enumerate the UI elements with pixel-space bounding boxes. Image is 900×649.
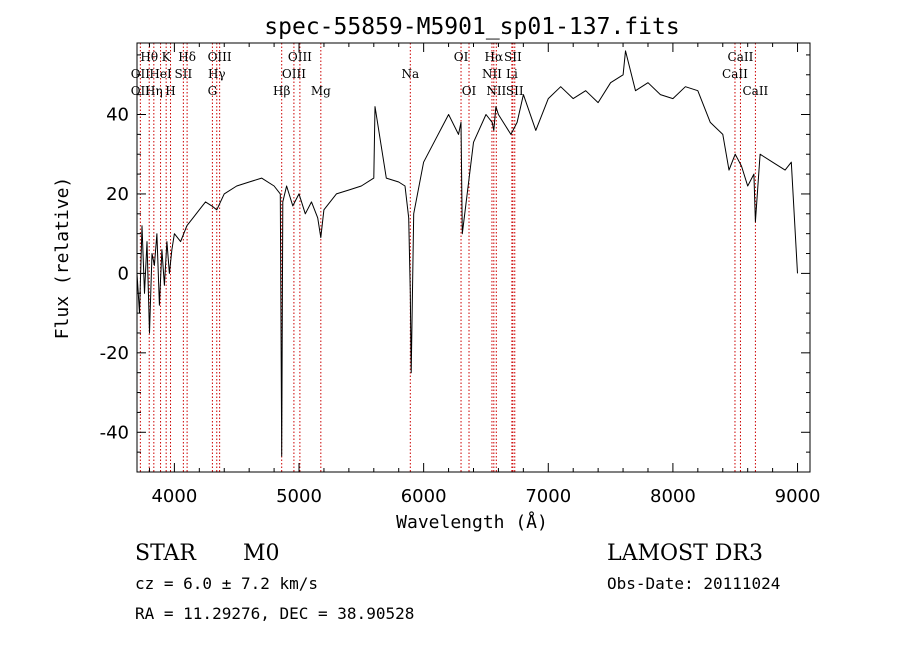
- line-label-8: SII: [175, 67, 193, 81]
- line-label-6: H: [165, 84, 175, 98]
- x-tick-label-0: 4000: [151, 486, 197, 507]
- line-markers: [139, 43, 756, 472]
- line-label-1: OII: [131, 67, 151, 81]
- survey-name: LAMOST DR3: [607, 541, 763, 566]
- line-label-13: OIII: [288, 50, 312, 64]
- line-label-22: SII: [504, 50, 522, 64]
- y-axis-ticks: -40 -20 0 20 40: [100, 54, 810, 473]
- line-label-17: OI: [454, 50, 469, 64]
- x-axis-ticks: 4000 5000 6000 7000 8000 9000: [148, 43, 821, 507]
- line-label-9: OIII: [208, 50, 232, 64]
- x-axis-label: Wavelength (Å): [396, 511, 548, 533]
- line-label-25: CaII: [728, 50, 754, 64]
- line-label-7: Hδ: [178, 50, 196, 64]
- y-tick-label-3: 20: [106, 184, 129, 205]
- x-tick-label-2: 6000: [401, 486, 447, 507]
- object-subclass: M0: [243, 541, 280, 566]
- spectrum-series: [136, 50, 798, 457]
- chart-title: spec-55859-M5901_sp01-137.fits: [264, 14, 679, 40]
- y-axis-label: Flux (relative): [52, 177, 73, 340]
- line-label-24: SII: [506, 84, 524, 98]
- line-label-19: Hα: [485, 50, 504, 64]
- line-label-26: CaII: [722, 67, 748, 81]
- x-tick-label-4: 8000: [650, 486, 696, 507]
- line-label-16: Na: [401, 67, 419, 81]
- x-tick-label-3: 7000: [525, 486, 571, 507]
- line-label-23: Li: [506, 67, 518, 81]
- line-label-21: NII: [486, 84, 506, 98]
- object-type: STAR: [135, 541, 197, 566]
- line-label-27: CaII: [742, 84, 768, 98]
- plot-frame: [136, 42, 811, 473]
- y-tick-label-1: -20: [100, 343, 129, 364]
- line-label-10: Hγ: [208, 67, 226, 81]
- line-label-14: OIII: [282, 67, 306, 81]
- line-label-15: Mg: [311, 84, 331, 98]
- x-tick-label-1: 5000: [276, 486, 322, 507]
- ra-dec-coordinates: RA = 11.29276, DEC = 38.90528: [135, 604, 414, 623]
- x-tick-label-5: 9000: [775, 486, 821, 507]
- line-label-12: Hβ: [273, 84, 290, 98]
- line-label-20: NII: [482, 67, 502, 81]
- line-label-5: HeI: [149, 67, 172, 81]
- line-label-2: OII: [131, 84, 151, 98]
- line-label-4: K: [162, 50, 172, 64]
- line-label-11: G: [208, 84, 218, 98]
- series-line-flux: [136, 50, 798, 457]
- y-tick-label-2: 0: [118, 263, 129, 284]
- y-tick-label-0: -40: [100, 422, 129, 443]
- line-label-3: Hη: [145, 84, 163, 98]
- y-tick-label-4: 40: [106, 105, 129, 126]
- line-label-18: OI: [462, 84, 477, 98]
- obs-date: Obs-Date: 20111024: [607, 574, 780, 593]
- redshift-cz: cz = 6.0 ± 7.2 km/s: [135, 574, 318, 593]
- line-label-0: Hθ: [140, 50, 158, 64]
